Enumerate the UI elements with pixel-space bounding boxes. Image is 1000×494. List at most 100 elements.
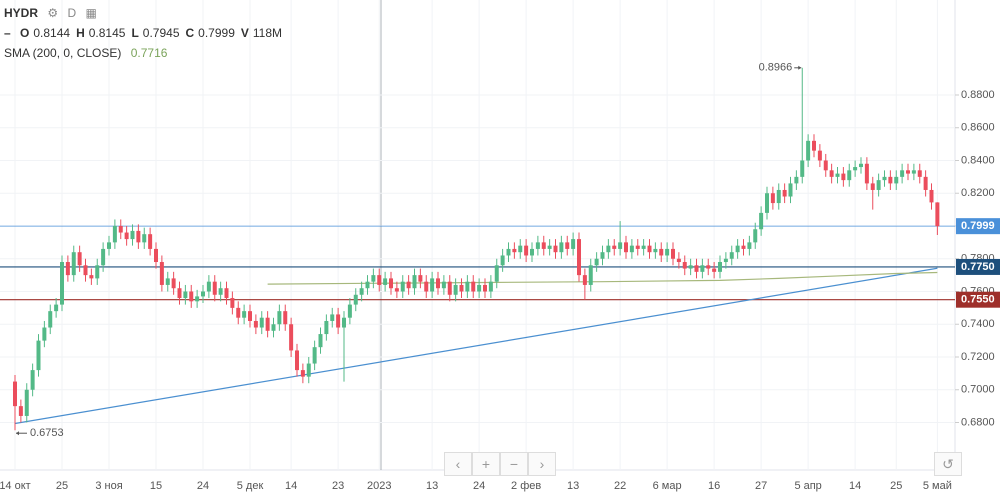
candle-body <box>336 314 341 328</box>
candle-body <box>770 193 775 204</box>
candle-body <box>800 160 805 177</box>
candle-body <box>594 258 599 266</box>
candle-body <box>765 193 769 213</box>
candle-body <box>271 324 276 331</box>
candle-body <box>195 296 200 302</box>
candle-body <box>494 265 499 282</box>
candle-body <box>518 245 523 253</box>
y-tick-label: 0.7000 <box>961 384 995 396</box>
price-tag <box>956 258 1000 275</box>
candle-body <box>753 229 758 243</box>
scroll-left[interactable]: ‹ <box>444 452 472 476</box>
candle-body <box>318 334 323 348</box>
ohlc-line: – O 0.8144 H 0.8145 L 0.7945 C 0.7999 V 118M <box>4 26 288 40</box>
candle-body <box>42 327 47 341</box>
ohlc-key: C <box>185 26 195 40</box>
x-tick-label: 2 фев <box>511 480 541 492</box>
candle-body <box>694 265 699 272</box>
x-tick-label: 24 <box>473 480 485 492</box>
price-tag <box>956 218 1000 235</box>
x-tick-label: 25 <box>56 480 68 492</box>
ohlc-key: O <box>20 26 30 40</box>
candle-body <box>917 170 922 177</box>
settings-icon[interactable]: ⚙ <box>47 6 59 20</box>
candle-body <box>853 167 858 171</box>
candle-body <box>888 176 893 184</box>
x-tick-label: 2023 <box>367 480 391 492</box>
candle-body <box>324 320 329 335</box>
candle-body <box>530 248 534 256</box>
candle-body <box>24 389 29 416</box>
candle-body <box>535 242 540 249</box>
x-tick-label: 13 <box>567 480 579 492</box>
candle-body <box>847 170 852 181</box>
candle-body <box>206 281 211 292</box>
ohlc-value: 0.7999 <box>198 26 235 40</box>
candle-body <box>477 284 482 292</box>
candle-body <box>406 281 411 289</box>
chart-style-icon[interactable]: ▦ <box>85 6 97 20</box>
annotation-label: 0.8966 <box>759 62 793 74</box>
candle-body <box>412 275 417 289</box>
candle-body <box>306 363 311 377</box>
y-tick-label: 0.8600 <box>961 122 995 134</box>
candle-body <box>665 248 670 256</box>
candle-body <box>130 230 135 240</box>
candle-body <box>735 245 740 253</box>
header-line: HYDR ⚙ D ▦ <box>4 6 103 20</box>
candle-body <box>524 245 529 256</box>
collapse[interactable]: – <box>4 26 11 40</box>
y-tick-label: 0.7400 <box>961 318 995 330</box>
x-tick-label: 14 окт <box>0 480 31 492</box>
candle-body <box>906 170 910 174</box>
x-tick-label: 14 <box>285 480 297 492</box>
x-tick-label: 25 <box>890 480 902 492</box>
price-tag-label: 0.7750 <box>961 261 995 273</box>
candle-body <box>400 281 405 292</box>
candle-body <box>729 252 734 259</box>
zoom-in[interactable]: + <box>472 452 500 476</box>
ohlc-key: H <box>76 26 85 40</box>
annotation-label: 0.6753 <box>30 427 64 439</box>
candle-body <box>624 242 628 253</box>
x-tick-label: 6 мар <box>653 480 682 492</box>
x-tick-label: 23 <box>332 480 344 492</box>
candle-body <box>342 317 346 328</box>
reset[interactable]: ↺ <box>934 452 962 476</box>
candle-body <box>823 160 828 171</box>
candle-body <box>330 314 335 321</box>
candle-body <box>835 173 840 177</box>
indicator-line: SMA (200, 0, CLOSE) 0.7716 <box>4 46 173 60</box>
candle-body <box>794 176 799 184</box>
candle-body <box>829 170 834 177</box>
y-tick-label: 0.8200 <box>961 187 995 199</box>
candle-body <box>259 317 264 328</box>
y-tick-label: 0.8400 <box>961 154 995 166</box>
x-tick-label: 24 <box>197 480 209 492</box>
interval[interactable]: D <box>67 6 77 20</box>
candle-body <box>806 140 811 161</box>
x-tick-label: 3 ноя <box>95 480 122 492</box>
candle-body <box>18 406 23 416</box>
volume-key: V <box>240 26 249 40</box>
candle-body <box>459 284 464 292</box>
candle-body <box>900 170 905 177</box>
x-tick-label: 5 май <box>923 480 952 492</box>
candle-body <box>148 234 153 249</box>
candle-body <box>347 304 352 318</box>
scroll-right[interactable]: › <box>528 452 556 476</box>
candle-body <box>676 258 681 263</box>
candle-body <box>629 245 634 253</box>
zoom-out[interactable]: − <box>500 452 528 476</box>
x-tick-label: 22 <box>614 480 626 492</box>
candle-body <box>723 258 728 263</box>
candle-body <box>659 248 664 256</box>
candle-body <box>788 183 793 197</box>
x-tick-label: 13 <box>426 480 438 492</box>
candle-body <box>394 288 399 292</box>
x-tick-label: 16 <box>708 480 720 492</box>
